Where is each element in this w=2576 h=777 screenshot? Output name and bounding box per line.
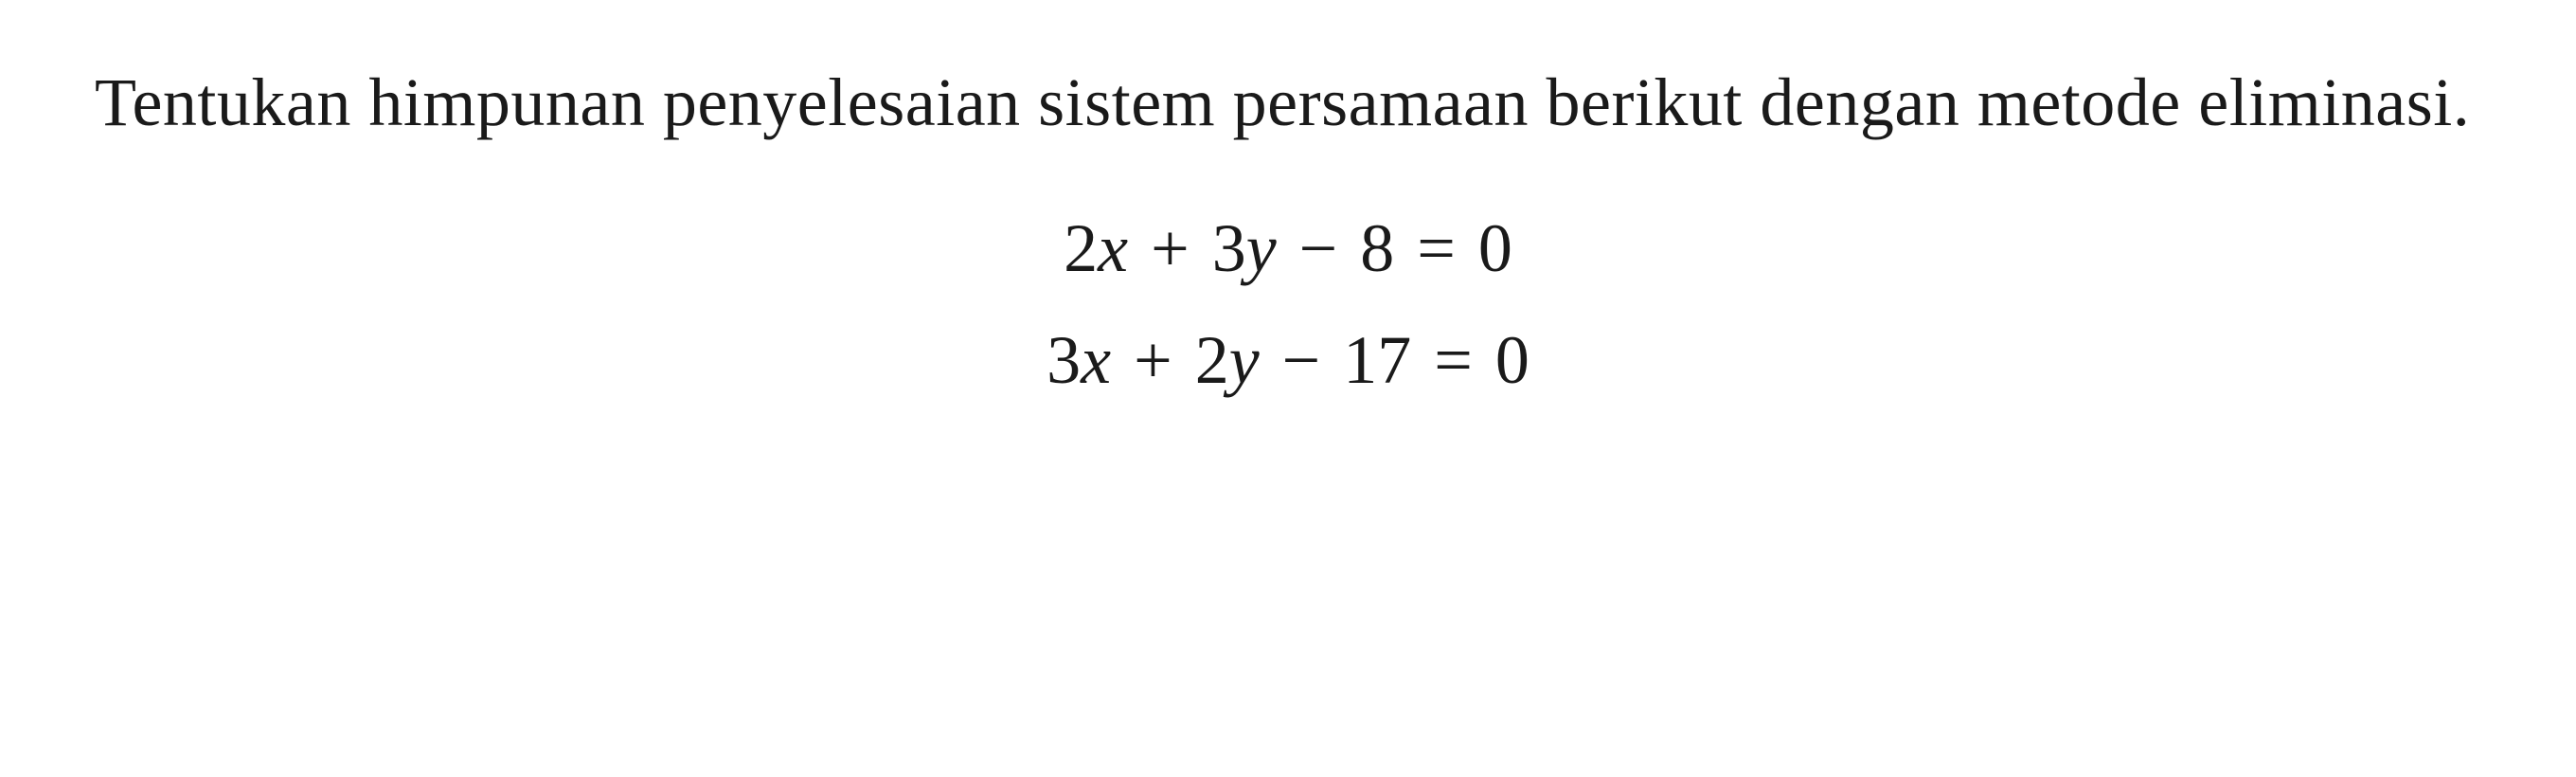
operator-equals: =	[1428, 322, 1478, 398]
variable-x: x	[1098, 210, 1128, 286]
operator-minus: −	[1277, 322, 1327, 398]
coefficient: 3	[1212, 210, 1246, 286]
constant: 17	[1343, 322, 1411, 398]
operator-minus: −	[1294, 210, 1344, 286]
constant: 8	[1360, 210, 1394, 286]
operator-equals: =	[1411, 210, 1461, 286]
coefficient: 2	[1195, 322, 1229, 398]
variable-y: y	[1229, 322, 1260, 398]
rhs-value: 0	[1478, 210, 1512, 286]
problem-instruction: Tentukan himpunan penyelesaian sistem pe…	[95, 57, 2481, 149]
rhs-value: 0	[1495, 322, 1530, 398]
coefficient: 2	[1064, 210, 1098, 286]
operator-plus: +	[1128, 322, 1178, 398]
variable-y: y	[1246, 210, 1277, 286]
equation-1: 2x + 3y − 8 = 0	[95, 196, 2481, 302]
variable-x: x	[1081, 322, 1111, 398]
coefficient: 3	[1046, 322, 1081, 398]
equation-block: 2x + 3y − 8 = 0 3x + 2y − 17 = 0	[95, 196, 2481, 413]
equation-2: 3x + 2y − 17 = 0	[95, 308, 2481, 414]
operator-plus: +	[1145, 210, 1195, 286]
